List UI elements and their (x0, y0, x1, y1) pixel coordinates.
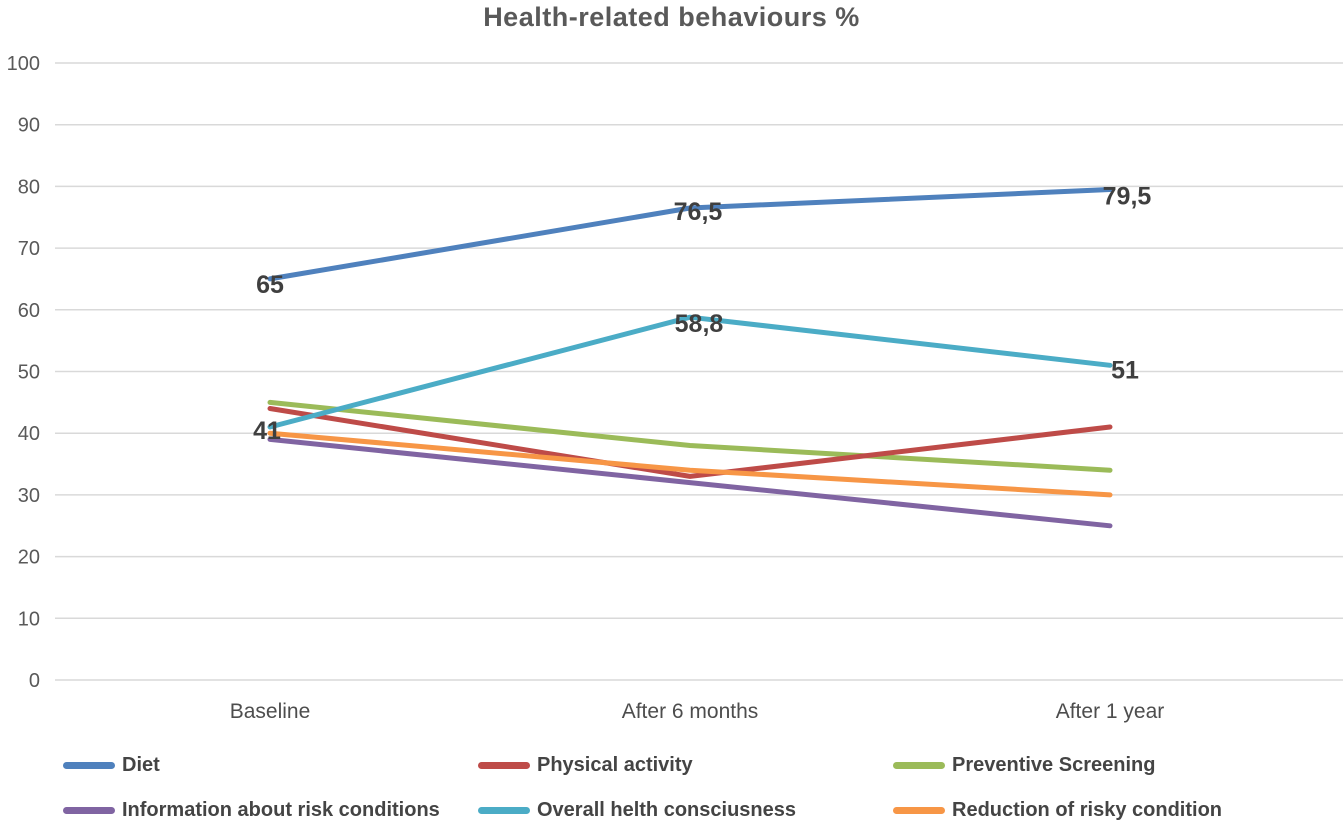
legend-swatch-information-about-risk-conditions (63, 806, 115, 814)
y-tick-label-100: 100 (7, 53, 40, 75)
x-tick-label-baseline: Baseline (230, 700, 311, 723)
x-tick-label-after-1-year: After 1 year (1056, 700, 1165, 723)
data-label-overall-helth-consciusness-0: 41 (253, 417, 281, 445)
chart-canvas: 0 10 20 30 40 50 60 70 80 90 100 Baseline After 6 mo… (7, 53, 1343, 723)
legend-item-overall-helth-consciusness: Overall helth consciusness (478, 798, 796, 821)
series-line-overall-helth-consciusness (267, 314, 1113, 430)
legend-swatch-physical-activity (478, 761, 530, 769)
legend-swatch-reduction-of-risky-condition (893, 806, 945, 814)
legend-swatch-preventive-screening (893, 761, 945, 769)
x-tick-label-after-6-months: After 6 months (622, 700, 759, 723)
legend-label-preventive-screening: Preventive Screening (952, 753, 1156, 776)
legend-item-preventive-screening: Preventive Screening (893, 753, 1156, 776)
y-tick-label-70: 70 (18, 238, 40, 260)
series-line-reduction-of-risky-condition (267, 430, 1113, 498)
data-label-diet-2: 79,5 (1103, 183, 1152, 211)
legend-label-overall-helth-consciusness: Overall helth consciusness (537, 798, 796, 821)
y-tick-label-10: 10 (18, 608, 40, 630)
y-tick-label-0: 0 (29, 670, 40, 692)
data-label-overall-helth-consciusness-1: 58,8 (675, 310, 724, 338)
data-label-diet-0: 65 (256, 271, 284, 299)
legend-label-information-about-risk-conditions: Information about risk conditions (122, 798, 440, 821)
y-tick-label-80: 80 (18, 176, 40, 198)
y-tick-label-90: 90 (18, 115, 40, 137)
series-line-diet (267, 187, 1113, 282)
y-tick-label-50: 50 (18, 362, 40, 384)
y-tick-label-60: 60 (18, 300, 40, 322)
y-tick-label-30: 30 (18, 485, 40, 507)
legend-swatch-overall-helth-consciusness (478, 806, 530, 814)
legend-swatch-diet (63, 761, 115, 769)
legend-item-diet: Diet (63, 753, 160, 776)
legend-label-reduction-of-risky-condition: Reduction of risky condition (952, 798, 1223, 821)
y-tick-label-40: 40 (18, 423, 40, 445)
legend-item-physical-activity: Physical activity (478, 753, 693, 776)
data-label-diet-1: 76,5 (674, 198, 723, 226)
chart-title: Health-related behaviours % (483, 2, 860, 32)
series-line-preventive-screening (267, 399, 1113, 473)
legend-item-reduction-of-risky-condition: Reduction of risky condition (893, 798, 1223, 821)
legend-label-physical-activity: Physical activity (537, 753, 693, 776)
series-line-physical-activity (267, 406, 1113, 479)
legend-item-information-about-risk-conditions: Information about risk conditions (63, 798, 440, 821)
series-line-information-about-risk-conditions (267, 436, 1113, 529)
data-label-overall-helth-consciusness-2: 51 (1111, 356, 1139, 384)
y-tick-label-20: 20 (18, 547, 40, 569)
legend-label-diet: Diet (122, 753, 160, 776)
